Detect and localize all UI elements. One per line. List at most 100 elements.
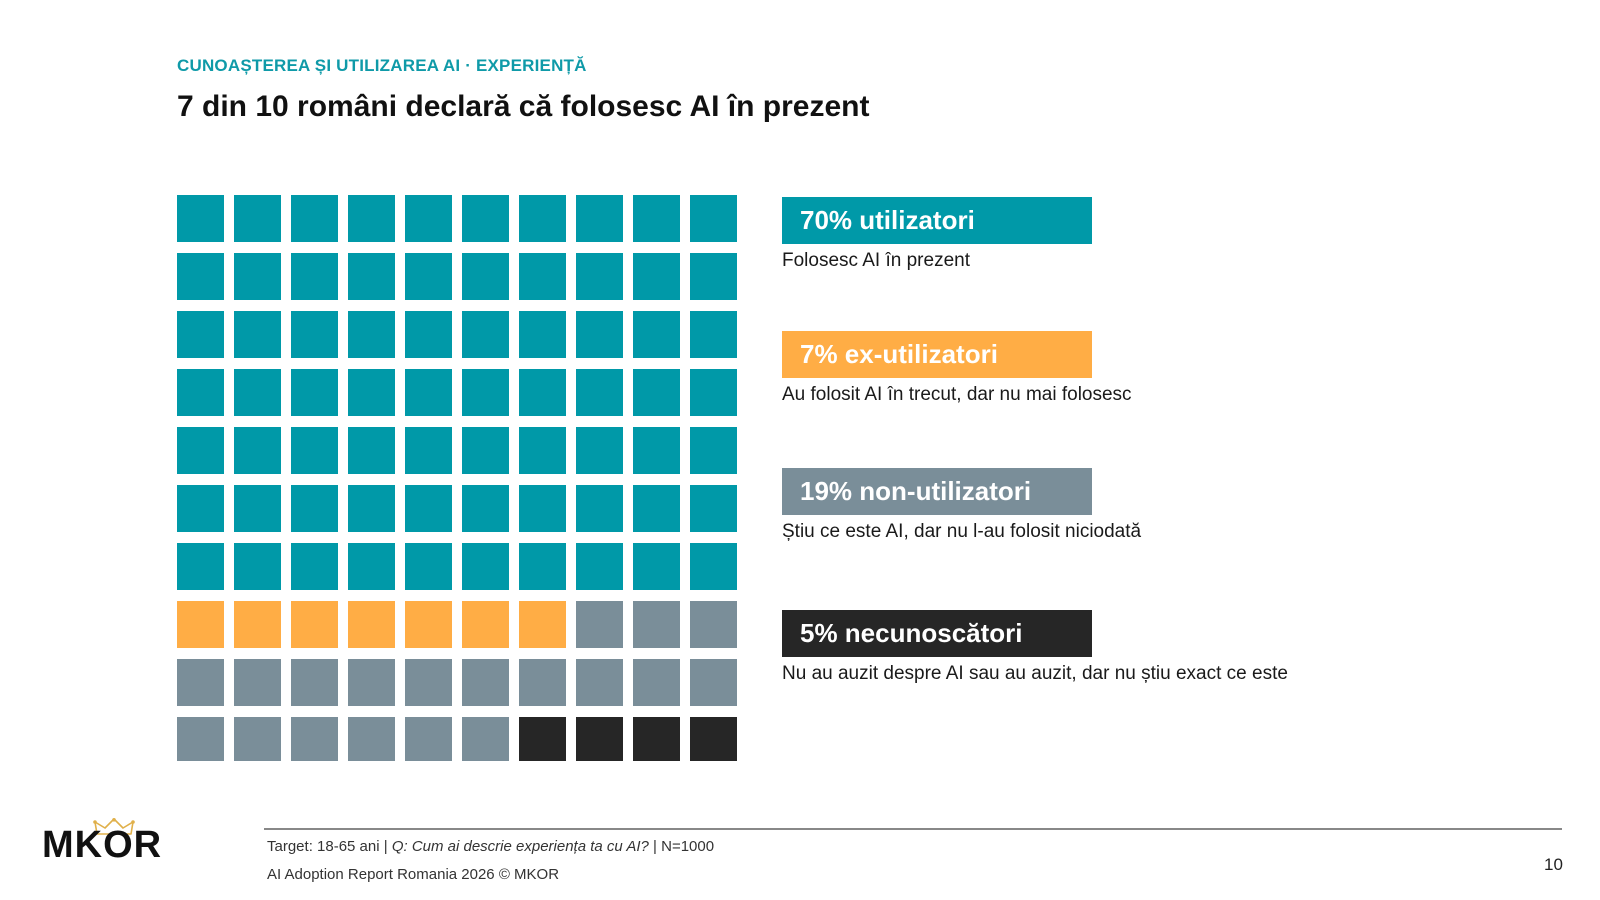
waffle-cell [405, 717, 452, 761]
page-title: 7 din 10 români declară că folosesc AI î… [177, 90, 870, 123]
waffle-cell [348, 427, 395, 474]
waffle-cell [177, 601, 224, 648]
waffle-cell [177, 543, 224, 590]
waffle-cell [519, 659, 566, 706]
waffle-cell [291, 485, 338, 532]
waffle-cell [291, 601, 338, 648]
waffle-cell [462, 253, 509, 300]
legend-label: 5% necunoscători [782, 610, 1092, 657]
waffle-cell [576, 253, 623, 300]
waffle-cell [519, 427, 566, 474]
waffle-cell [690, 717, 737, 761]
waffle-cell [576, 717, 623, 761]
waffle-cell [348, 253, 395, 300]
waffle-cell [405, 195, 452, 242]
waffle-cell [633, 311, 680, 358]
waffle-cell [348, 311, 395, 358]
waffle-cell [690, 485, 737, 532]
mkor-logo: MKOR [42, 824, 163, 866]
footer-divider [264, 828, 1562, 830]
waffle-cell [234, 311, 281, 358]
waffle-cell [519, 369, 566, 416]
waffle-cell [462, 485, 509, 532]
waffle-cell [291, 311, 338, 358]
waffle-cell [519, 253, 566, 300]
waffle-cell [462, 195, 509, 242]
footer-sample: | N=1000 [648, 838, 715, 855]
waffle-cell [234, 369, 281, 416]
waffle-cell [234, 717, 281, 761]
waffle-cell [291, 369, 338, 416]
page-number: 10 [1544, 855, 1563, 874]
waffle-cell [519, 543, 566, 590]
waffle-cell [519, 717, 566, 761]
legend-item-non-utilizatori: 19% non-utilizatori Știu ce este AI, dar… [782, 468, 1141, 543]
waffle-cell [177, 369, 224, 416]
waffle-cell [291, 543, 338, 590]
waffle-cell [348, 195, 395, 242]
legend-label: 7% ex-utilizatori [782, 331, 1092, 378]
waffle-cell [690, 195, 737, 242]
legend-description: Nu au auzit despre AI sau au auzit, dar … [782, 663, 1288, 684]
waffle-cell [576, 485, 623, 532]
waffle-cell [462, 601, 509, 648]
waffle-cell [576, 427, 623, 474]
waffle-cell [576, 543, 623, 590]
waffle-cell [177, 311, 224, 358]
waffle-cell [690, 253, 737, 300]
waffle-cell [462, 659, 509, 706]
waffle-cell [633, 717, 680, 761]
waffle-cell [405, 311, 452, 358]
waffle-cell [291, 717, 338, 761]
legend-item-ex-utilizatori: 7% ex-utilizatori Au folosit AI în trecu… [782, 331, 1132, 406]
waffle-cell [348, 543, 395, 590]
waffle-cell [519, 601, 566, 648]
waffle-cell [690, 427, 737, 474]
waffle-cell [405, 253, 452, 300]
waffle-cell [405, 485, 452, 532]
waffle-cell [291, 253, 338, 300]
waffle-cell [633, 543, 680, 590]
waffle-cell [405, 543, 452, 590]
waffle-cell [519, 485, 566, 532]
waffle-cell [633, 195, 680, 242]
waffle-cell [633, 485, 680, 532]
waffle-cell [177, 659, 224, 706]
waffle-cell [234, 195, 281, 242]
waffle-cell [177, 253, 224, 300]
waffle-cell [234, 253, 281, 300]
waffle-cell [291, 659, 338, 706]
waffle-cell [291, 427, 338, 474]
waffle-cell [234, 601, 281, 648]
waffle-chart [177, 195, 737, 761]
footer-target: Target: 18-65 ani | [267, 838, 392, 855]
waffle-cell [234, 427, 281, 474]
waffle-cell [405, 659, 452, 706]
waffle-cell [234, 485, 281, 532]
waffle-cell [690, 601, 737, 648]
waffle-cell [405, 369, 452, 416]
waffle-cell [576, 659, 623, 706]
waffle-cell [519, 195, 566, 242]
waffle-cell [633, 601, 680, 648]
waffle-cell [462, 543, 509, 590]
waffle-cell [348, 717, 395, 761]
waffle-cell [462, 311, 509, 358]
waffle-cell [633, 369, 680, 416]
waffle-cell [177, 195, 224, 242]
waffle-cell [348, 659, 395, 706]
legend-item-necunoscatori: 5% necunoscători Nu au auzit despre AI s… [782, 610, 1288, 685]
waffle-cell [576, 601, 623, 648]
waffle-cell [576, 369, 623, 416]
waffle-cell [576, 311, 623, 358]
waffle-cell [690, 369, 737, 416]
legend-description: Știu ce este AI, dar nu l-au folosit nic… [782, 521, 1142, 542]
waffle-cell [690, 311, 737, 358]
waffle-cell [177, 485, 224, 532]
waffle-cell [405, 427, 452, 474]
waffle-cell [234, 543, 281, 590]
waffle-cell [690, 659, 737, 706]
legend-label: 70% utilizatori [782, 197, 1092, 244]
waffle-cell [348, 601, 395, 648]
legend-description: Au folosit AI în trecut, dar nu mai folo… [782, 384, 1132, 405]
